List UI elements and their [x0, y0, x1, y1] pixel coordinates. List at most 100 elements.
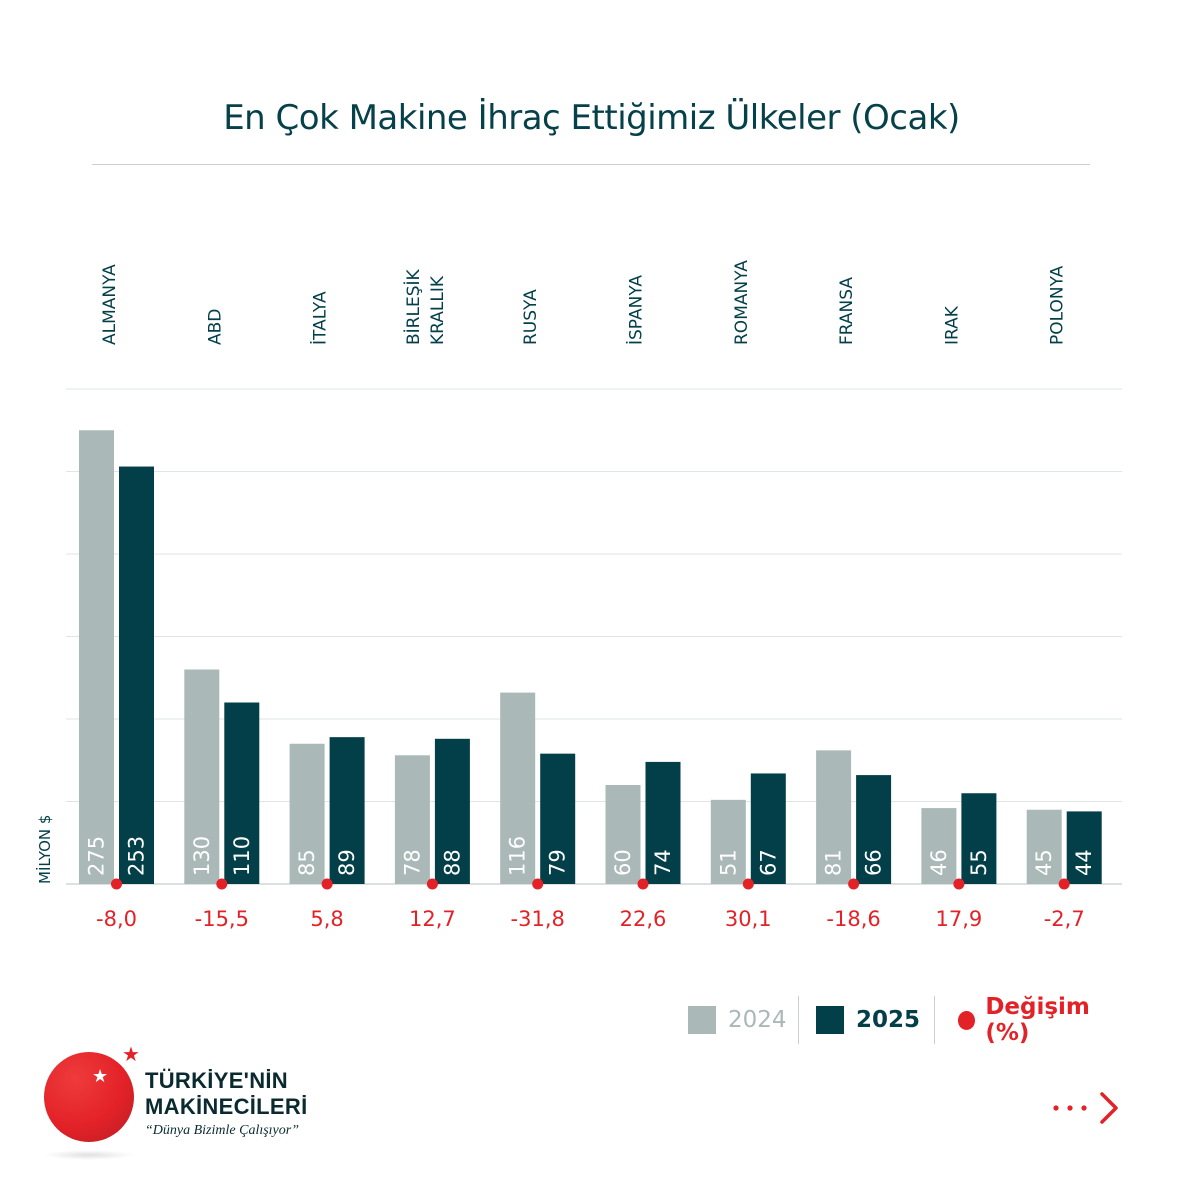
category-label-line: ABD: [205, 309, 225, 345]
legend-item-2024: 2024: [688, 996, 787, 1044]
logo-shadow: [44, 1150, 134, 1160]
category-label-line: KRALLIK: [428, 275, 448, 345]
change-marker: [321, 878, 333, 890]
category-label-line: İSPANYA: [626, 275, 647, 345]
change-label: 30,1: [725, 907, 772, 931]
bar-2025: [856, 775, 892, 884]
bar-2025: [434, 738, 470, 884]
value-label-2025: 74: [651, 849, 675, 876]
legend-dot-change: [958, 1010, 976, 1030]
change-marker: [848, 878, 860, 890]
legend-label-2024: 2024: [728, 1007, 787, 1033]
change-marker: [216, 878, 228, 890]
change-label: 5,8: [310, 907, 343, 931]
value-label-2025: 88: [440, 849, 464, 876]
y-axis-label: MİLYON $: [35, 815, 54, 884]
bar-2025: [961, 793, 997, 884]
change-marker: [1058, 878, 1070, 890]
legend: 2024 2025 Değişim (%): [688, 994, 1128, 1046]
category-label: İSPANYA: [626, 275, 647, 345]
legend-divider: [798, 996, 799, 1044]
bar-2024: [710, 799, 746, 884]
bar-2024: [605, 785, 641, 884]
legend-item-2025: 2025: [816, 996, 920, 1044]
value-label-2025: 67: [756, 849, 780, 876]
category-label: IRAK: [942, 305, 962, 345]
bar-2024: [394, 755, 430, 884]
value-label-2024: 46: [927, 849, 951, 876]
change-marker: [742, 878, 754, 890]
category-label-line: RUSYA: [521, 289, 541, 345]
logo-circle: [44, 1052, 134, 1142]
change-marker: [426, 878, 438, 890]
category-label: POLONYA: [1048, 265, 1068, 345]
brand-logo: ★ ★ TÜRKİYE'NİN MAKİNECİLERİ “Dünya Bizi…: [40, 1042, 360, 1166]
dots-chevron-right-icon[interactable]: [1050, 1088, 1126, 1128]
category-label: BİRLEŞİK KRALLIK: [403, 268, 448, 345]
change-label: -8,0: [96, 907, 137, 931]
category-label-line: İTALYA: [310, 291, 331, 345]
value-label-2024: 81: [822, 849, 846, 876]
category-label-line: ALMANYA: [100, 264, 120, 345]
category-label: FRANSA: [837, 277, 857, 345]
category-label-line: IRAK: [942, 305, 962, 345]
logo-tagline: “Dünya Bizimle Çalışıyor”: [145, 1123, 300, 1138]
legend-swatch-2024: [688, 1006, 716, 1034]
change-label: -31,8: [511, 907, 565, 931]
logo-line-2: MAKİNECİLERİ: [145, 1094, 308, 1119]
value-label-2024: 130: [190, 836, 214, 876]
chart-title: En Çok Makine İhraç Ettiğimiz Ülkeler (O…: [223, 98, 960, 138]
legend-item-change: Değişim (%): [958, 994, 1128, 1046]
category-label-line: FRANSA: [837, 277, 857, 345]
bar-2024: [79, 430, 114, 884]
value-label-2024: 275: [85, 836, 109, 876]
value-label-2025: 89: [335, 849, 359, 876]
value-label-2025: 55: [967, 849, 991, 876]
value-label-2024: 51: [716, 849, 740, 876]
value-label-2025: 44: [1072, 849, 1096, 876]
bar-2024: [816, 750, 852, 884]
change-marker: [532, 878, 544, 890]
change-label: 12,7: [409, 907, 456, 931]
title-divider: [92, 164, 1090, 165]
change-label: -2,7: [1044, 907, 1085, 931]
bar-2024: [184, 669, 220, 884]
change-label: 22,6: [620, 907, 667, 931]
legend-divider: [934, 996, 935, 1044]
legend-swatch-2025: [816, 1006, 844, 1034]
bar-chart: MİLYON $ 275 253 -8,0 ALMANYA 130 110 -15,5 ABD 8…: [35, 260, 1122, 931]
value-label-2025: 253: [125, 836, 149, 876]
category-label: İTALYA: [310, 291, 331, 345]
bar-2025: [329, 737, 365, 884]
category-label: RUSYA: [521, 289, 541, 345]
value-label-2025: 79: [546, 849, 570, 876]
change-label: -18,6: [826, 907, 880, 931]
category-label: ALMANYA: [100, 264, 120, 345]
value-label-2024: 85: [295, 849, 319, 876]
bar-2025: [119, 466, 154, 884]
bar-2024: [921, 808, 957, 884]
bar-2025: [750, 773, 786, 884]
value-label-2024: 45: [1032, 849, 1056, 876]
change-marker: [637, 878, 649, 890]
bar-2025: [540, 753, 576, 884]
star-icon: ★: [92, 1066, 109, 1087]
category-label-line: POLONYA: [1048, 265, 1068, 345]
change-marker: [111, 878, 122, 890]
change-marker: [953, 878, 965, 890]
value-label-2025: 110: [230, 836, 254, 876]
change-label: 17,9: [936, 907, 983, 931]
legend-label-change: Değişim (%): [985, 994, 1090, 1046]
logo-line-1: TÜRKİYE'NİN: [145, 1068, 288, 1093]
value-label-2024: 60: [611, 849, 635, 876]
value-label-2024: 78: [400, 849, 424, 876]
category-label-line: BİRLEŞİK: [403, 268, 424, 345]
star-icon: ★: [122, 1042, 140, 1066]
category-label: ABD: [205, 309, 225, 345]
category-label-line: ROMANYA: [732, 260, 752, 345]
bar-2024: [289, 743, 325, 884]
value-label-2024: 116: [506, 836, 530, 876]
bar-2025: [224, 702, 260, 884]
value-label-2025: 66: [862, 849, 886, 876]
bar-2024: [500, 692, 536, 884]
